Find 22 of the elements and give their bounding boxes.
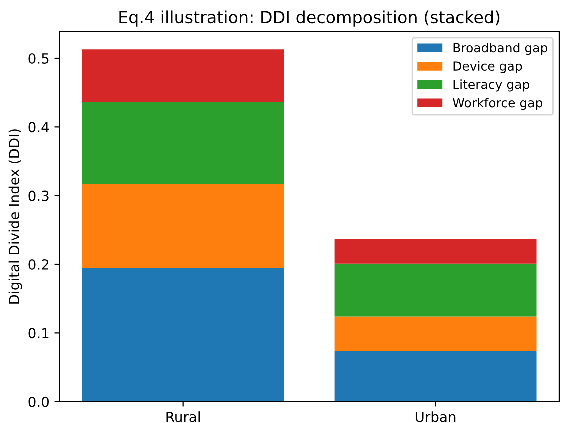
legend-label: Device gap	[454, 61, 522, 74]
chart-title: Eq.4 illustration: DDI decomposition (stacked)	[120, 10, 500, 27]
legend-label: Broadband gap	[454, 42, 548, 56]
y-tick-label: 0.2	[28, 259, 49, 270]
bar	[334, 239, 537, 264]
y-tick-label: 0.3	[28, 190, 49, 202]
bar	[82, 102, 284, 184]
bar	[334, 264, 537, 317]
y-tick-label: 0.4	[28, 122, 50, 133]
bar	[334, 316, 537, 352]
bar	[82, 184, 284, 268]
y-axis-title: Digital Divide Index (DDI)	[8, 130, 22, 304]
y-tick-label: 0.1	[28, 328, 49, 339]
bar	[334, 351, 537, 402]
bar	[82, 50, 284, 102]
y-tick-label: 0.5	[28, 53, 49, 64]
y-tick-label: 0.0	[28, 396, 49, 408]
x-tick-label: Rural	[166, 412, 200, 422]
legend-label: Literacy gap	[454, 80, 530, 92]
bar	[82, 268, 284, 402]
x-tick-label: Urban	[416, 412, 456, 422]
legend-label: Workforce gap	[453, 98, 543, 110]
